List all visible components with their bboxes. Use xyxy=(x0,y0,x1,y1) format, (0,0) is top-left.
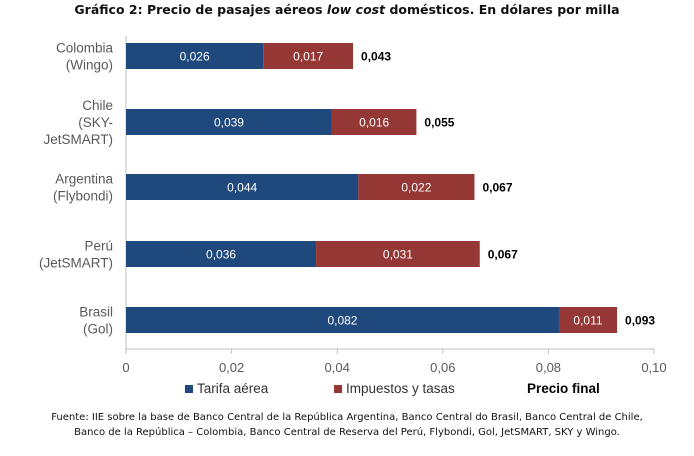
bar-segment-impuestos xyxy=(331,109,417,135)
category-label: Argentina xyxy=(55,172,113,187)
bar-value-label: 0,036 xyxy=(206,248,236,262)
source-note: Fuente: IIE sobre la base de Banco Centr… xyxy=(10,410,684,440)
bar-value-label: 0,031 xyxy=(383,248,413,262)
legend-swatch-tarifa xyxy=(185,385,193,393)
stacked-bar-chart: 0 0,02 0,04 0,06 0,08 0,10 Colombia (Wingo) Chil… xyxy=(39,36,667,396)
total-value-label: 0,093 xyxy=(625,314,655,328)
bar-value-label: 0,016 xyxy=(359,116,389,130)
category-label: (Wingo) xyxy=(66,58,113,73)
legend-label-tarifa: Tarifa aérea xyxy=(197,381,269,396)
legend-swatch-impuestos xyxy=(334,385,342,393)
x-tick-label: 0,02 xyxy=(219,360,244,375)
x-tick-label: 0,06 xyxy=(430,360,455,375)
category-label: Brasil xyxy=(79,305,113,320)
bar-segment-tarifa xyxy=(126,241,317,267)
total-value-label: 0,043 xyxy=(361,50,391,64)
source-line-1: Fuente: IIE sobre la base de Banco Centr… xyxy=(51,412,643,423)
category-label: (Flybondi) xyxy=(53,189,113,204)
chart-title-prefix: Gráfico 2: Precio de pasajes aéreos xyxy=(74,2,327,17)
bar-value-label: 0,039 xyxy=(214,116,244,130)
category-label: Colombia xyxy=(56,41,114,56)
total-value-label: 0,067 xyxy=(482,181,512,195)
bar-value-label: 0,022 xyxy=(401,181,431,195)
source-line-2: Banco de la República – Colombia, Banco … xyxy=(74,427,620,438)
category-label: (JetSMART) xyxy=(39,256,113,271)
bar-segment-tarifa xyxy=(126,109,332,135)
category-label: Perú xyxy=(84,239,113,254)
category-label: Chile xyxy=(82,98,113,113)
bar-value-label: 0,017 xyxy=(293,50,323,64)
category-label: (SKY- xyxy=(78,115,113,130)
bar-segment-impuestos xyxy=(316,241,480,267)
x-tick-label: 0,10 xyxy=(641,360,666,375)
bar-segment-tarifa xyxy=(126,174,359,200)
x-tick-label: 0 xyxy=(122,360,129,375)
bar-value-label: 0,082 xyxy=(327,314,357,328)
total-value-label: 0,055 xyxy=(424,116,454,130)
chart-title: Gráfico 2: Precio de pasajes aéreos low … xyxy=(0,2,694,17)
bar-value-label: 0,026 xyxy=(180,50,210,64)
category-label: JetSMART) xyxy=(43,132,113,147)
chart-title-italic: low cost xyxy=(326,2,386,17)
category-label: (Gol) xyxy=(83,322,113,337)
bar-segment-tarifa xyxy=(126,43,264,69)
chart-title-suffix: domésticos. En dólares por milla xyxy=(385,2,620,17)
bar-value-label: 0,011 xyxy=(573,314,602,328)
bar-segment-impuestos xyxy=(358,174,475,200)
legend-label-impuestos: Impuestos y tasas xyxy=(346,381,455,396)
bar-segment-impuestos xyxy=(558,307,618,333)
bar-segment-impuestos xyxy=(263,43,354,69)
x-tick-label: 0,04 xyxy=(325,360,350,375)
total-value-label: 0,067 xyxy=(488,248,518,262)
legend-label-precio-final: Precio final xyxy=(527,381,600,396)
x-tick-label: 0,08 xyxy=(536,360,561,375)
bar-value-label: 0,044 xyxy=(227,181,257,195)
bar-segment-tarifa xyxy=(126,307,559,333)
